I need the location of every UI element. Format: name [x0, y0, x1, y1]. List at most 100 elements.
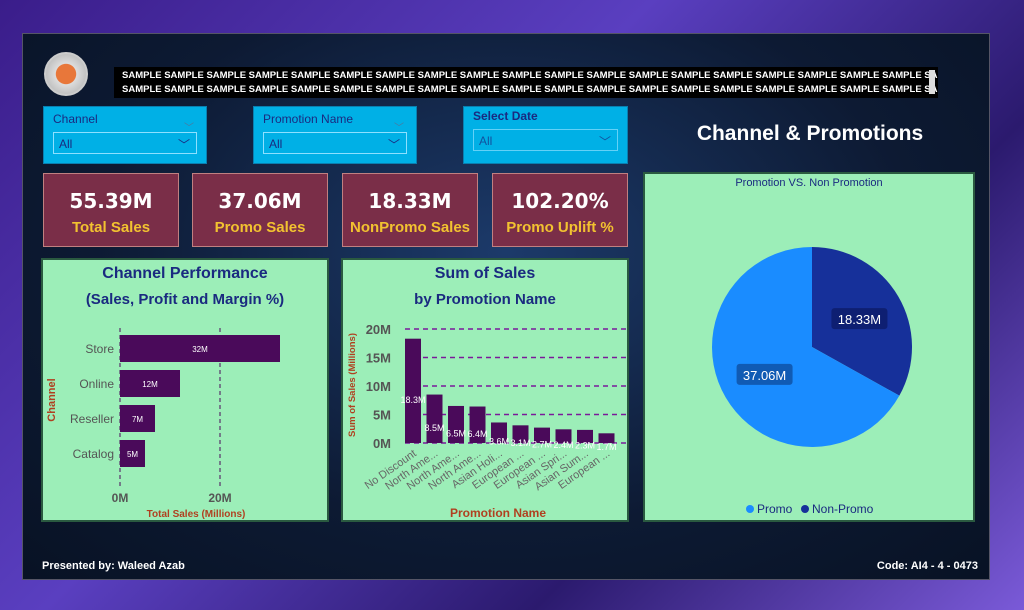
data-label: 6.5M: [446, 428, 466, 438]
y-tick-label: 5M: [373, 408, 391, 423]
x-axis-title: Promotion Name: [450, 506, 546, 520]
data-label: 32M: [192, 345, 208, 354]
kpi-value: 37.06M: [218, 189, 302, 213]
x-tick-label: 20M: [208, 491, 231, 505]
x-axis-title: Total Sales (Millions): [147, 509, 246, 520]
bar: [555, 429, 572, 443]
data-label: 2.4M: [553, 440, 573, 450]
chevron-down-icon: ﹀: [177, 138, 190, 152]
slicer-label: Promotion Name: [263, 112, 354, 126]
y-axis-title: Sum of Sales (Millions): [347, 333, 358, 437]
page-title: Channel & Promotions: [696, 122, 924, 145]
channel-slicer[interactable]: Channel ﹀ All ﹀: [43, 106, 207, 164]
bar: [120, 335, 280, 362]
x-tick-label: 0M: [112, 491, 129, 505]
y-axis-title: Channel: [46, 378, 58, 421]
kpi-nonpromo-sales: 18.33M NonPromo Sales: [342, 173, 478, 247]
kpi-promo-uplift: 102.20% Promo Uplift %: [492, 173, 628, 247]
kpi-label: Promo Uplift %: [506, 219, 614, 236]
y-tick-label: Online: [79, 377, 114, 391]
legend-label: Promo: [757, 502, 793, 516]
data-label: 12M: [142, 380, 158, 389]
data-label: 37.06M: [743, 368, 786, 383]
date-slicer[interactable]: Select Date All ﹀: [463, 106, 628, 164]
channel-dropdown[interactable]: ﹀ All ﹀: [53, 123, 197, 154]
y-tick-label: Reseller: [70, 412, 114, 426]
bar: [491, 422, 507, 443]
data-label: 2.3M: [575, 440, 595, 450]
kpi-total-sales: 55.39M Total Sales: [43, 173, 179, 247]
chart-subtitle: (Sales, Profit and Margin %): [85, 291, 285, 308]
y-tick-label: 0M: [373, 436, 391, 451]
kpi-label: Total Sales: [71, 219, 151, 236]
date-dropdown[interactable]: All ﹀: [473, 129, 618, 151]
chart-title: Sum of Sales: [434, 265, 536, 282]
data-label: 18.33M: [838, 312, 881, 327]
kpi-value: 102.20%: [511, 189, 609, 213]
sample-banner: SAMPLE SAMPLE SAMPLE SAMPLE SAMPLE SAMPL…: [114, 67, 938, 98]
kpi-value: 55.39M: [69, 189, 153, 213]
slicer-label: Select Date: [473, 109, 538, 123]
pie-slice: [812, 247, 912, 396]
kpi-value: 18.33M: [368, 189, 452, 213]
bar: [512, 425, 529, 443]
banner-line: SAMPLE SAMPLE SAMPLE SAMPLE SAMPLE SAMPL…: [122, 70, 938, 81]
y-tick-label: 20M: [366, 322, 391, 337]
chevron-down-icon: ﹀: [598, 135, 611, 149]
dropdown-value: All: [269, 137, 283, 151]
data-label: 3.1M: [510, 438, 530, 448]
chevron-down-icon: ﹀: [387, 138, 400, 152]
channel-performance-card: Channel Performance (Sales, Profit and M…: [41, 258, 329, 522]
legend-marker: [746, 505, 754, 513]
kpi-promo-sales: 37.06M Promo Sales: [192, 173, 328, 247]
collapse-chevron-icon[interactable]: ﹀: [394, 123, 404, 134]
bar: [120, 405, 155, 432]
data-label: 2.7M: [532, 439, 552, 449]
bar: [598, 433, 615, 443]
channel-bar-chart: 0M 20M Store 32M Online 12M Reseller 7M Catalog 5…: [46, 328, 280, 520]
data-label: 3.6M: [489, 437, 509, 447]
data-label: 18.3M: [400, 395, 425, 405]
bar: [120, 440, 145, 467]
y-tick-label: Catalog: [73, 447, 114, 461]
bar: [426, 394, 443, 443]
pie-slice: [712, 247, 900, 447]
bar: [120, 370, 180, 397]
collapse-chevron-icon[interactable]: ﹀: [184, 123, 194, 134]
bar: [448, 405, 464, 443]
legend-label: Non-Promo: [812, 502, 874, 516]
scrollbar[interactable]: [929, 70, 935, 94]
y-tick-label: 10M: [366, 379, 391, 394]
data-label: 7M: [132, 415, 143, 424]
bar: [534, 427, 550, 443]
promotion-dropdown[interactable]: ﹀ All ﹀: [263, 123, 407, 154]
y-tick-label: Store: [85, 342, 114, 356]
kpi-label: NonPromo Sales: [349, 219, 471, 236]
presenter-text: Presented by: Waleed Azab: [42, 560, 185, 572]
bar: [577, 429, 593, 443]
promotion-sales-card: Sum of Sales by Promotion Name 0M 5M 10M 15…: [341, 258, 629, 522]
logo: [44, 52, 88, 96]
y-tick-label: 15M: [366, 351, 391, 366]
banner-line: SAMPLE SAMPLE SAMPLE SAMPLE SAMPLE SAMPL…: [122, 84, 938, 95]
dropdown-value: All: [59, 137, 73, 151]
code-text: Code: AI4 - 4 - 0473: [876, 560, 978, 572]
promotion-slicer[interactable]: Promotion Name ﹀ All ﹀: [253, 106, 417, 164]
chart-title: Channel Performance: [102, 265, 268, 282]
promo-pie-card: Promotion VS. Non Promotion 18.33M 37.06M…: [643, 172, 975, 522]
kpi-label: Promo Sales: [214, 219, 306, 236]
data-label: 1.7M: [596, 442, 616, 452]
slicer-label: Channel: [53, 112, 98, 126]
data-label-bg: [831, 308, 888, 330]
bar: [405, 338, 421, 443]
data-label: 6.4M: [467, 429, 487, 439]
data-label-bg: [736, 363, 793, 385]
promo-pie-chart: 18.33M 37.06M Promo Non-Promo: [712, 247, 912, 516]
legend-marker: [801, 505, 809, 513]
dropdown-value: All: [479, 134, 493, 148]
chart-subtitle: by Promotion Name: [414, 291, 556, 308]
data-label: 8.5M: [424, 423, 444, 433]
bar: [469, 406, 486, 443]
chart-title: Promotion VS. Non Promotion: [735, 177, 883, 189]
